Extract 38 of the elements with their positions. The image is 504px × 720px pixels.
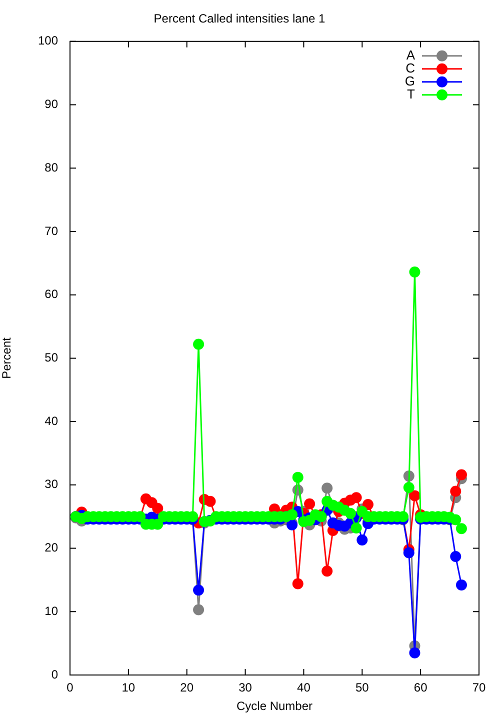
point (362, 499, 374, 510)
point (322, 566, 333, 577)
point (152, 502, 164, 514)
y-tick-label: 20 (44, 540, 58, 555)
x-tick-label: 30 (238, 680, 252, 695)
y-tick-label: 90 (44, 97, 58, 112)
y-tick-label: 40 (44, 414, 58, 428)
legend-label: A (406, 47, 416, 62)
point (204, 496, 216, 507)
legend-label: G (404, 73, 415, 88)
point (292, 578, 304, 590)
point (409, 490, 420, 502)
point (304, 498, 316, 510)
x-tick-label: 60 (414, 680, 428, 695)
legend-label: C (406, 60, 415, 76)
y-tick-label: 0 (51, 667, 58, 682)
y-tick-label: 30 (44, 477, 58, 492)
chart-title: Percent Called intensities lane 1 (154, 12, 326, 26)
x-tick-label: 0 (66, 680, 74, 695)
legend-label: T (407, 86, 416, 102)
x-tick-label: 20 (180, 680, 194, 695)
y-tick-label: 70 (44, 224, 58, 238)
x-tick-label: 10 (122, 680, 136, 695)
point (350, 492, 362, 504)
y-tick-label: 100 (38, 34, 58, 48)
point (322, 482, 333, 494)
y-tick-label: 60 (44, 287, 58, 302)
y-tick-label: 10 (44, 604, 58, 618)
point (456, 469, 467, 480)
point (193, 604, 204, 616)
y-axis-title: Percent (0, 336, 14, 379)
x-tick-label: 40 (297, 680, 311, 695)
x-tick-label: 70 (472, 680, 486, 695)
y-tick-label: 50 (44, 350, 58, 365)
x-axis-title: Cycle Number (236, 699, 313, 714)
point (450, 486, 462, 497)
x-tick-label: 50 (355, 680, 370, 695)
y-tick-label: 80 (44, 160, 58, 174)
